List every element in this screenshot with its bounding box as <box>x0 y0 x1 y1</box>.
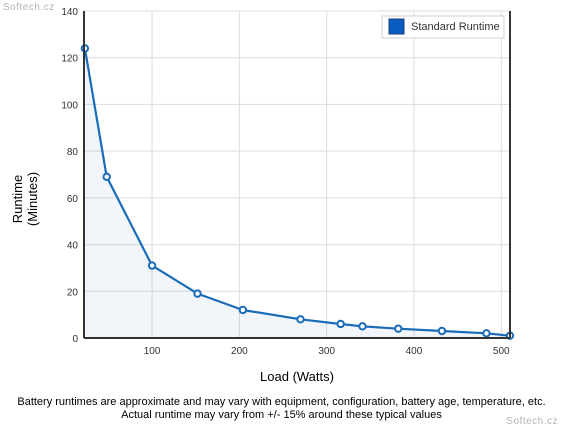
data-point <box>358 322 367 331</box>
data-point <box>437 326 447 336</box>
legend: Standard Runtime <box>381 15 505 39</box>
x-tick-labels: 100 200 300 400 500 <box>144 346 510 357</box>
legend-swatch <box>388 18 405 35</box>
series-line <box>83 48 511 337</box>
data-point <box>482 329 491 338</box>
plot-background <box>84 11 510 338</box>
data-point <box>238 305 248 315</box>
disclaimer-line-2: Actual runtime may vary from +/- 15% aro… <box>121 409 442 421</box>
legend-label: Standard Runtime <box>411 21 500 33</box>
x-tick-label: 200 <box>231 346 248 357</box>
data-point <box>102 172 111 182</box>
data-point <box>336 319 345 329</box>
series-area <box>84 48 511 339</box>
watermark-bottom-right: Softech.cz <box>506 416 558 427</box>
data-point <box>394 324 403 333</box>
y-axis-label-line-2: (Minutes) <box>25 172 40 226</box>
series-area-fill <box>84 48 511 339</box>
x-tick-label: 300 <box>318 346 335 357</box>
x-tick-label: 400 <box>406 346 423 357</box>
series-line-group <box>83 48 511 337</box>
y-tick-labels: 0 20 40 60 80 100 120 140 <box>61 7 78 345</box>
y-tick-label: 80 <box>67 147 79 158</box>
data-point <box>147 261 157 270</box>
y-tick-label: 0 <box>72 334 78 345</box>
x-axis-label: Load (Watts) <box>260 369 334 384</box>
y-tick-label: 20 <box>67 287 79 298</box>
data-point <box>296 315 305 324</box>
y-tick-label: 100 <box>61 100 78 111</box>
axes <box>83 11 511 339</box>
y-tick-label: 140 <box>61 7 78 18</box>
y-axis-label-line-1: Runtime <box>10 175 25 223</box>
y-tick-label: 60 <box>67 194 79 205</box>
x-tick-label: 100 <box>144 346 161 357</box>
y-tick-label: 40 <box>67 241 79 252</box>
x-gridlines <box>151 11 502 338</box>
data-point <box>193 289 202 298</box>
y-tick-label: 120 <box>61 54 78 65</box>
disclaimer-line-1: Battery runtimes are approximate and may… <box>17 396 546 408</box>
x-tick-label: 500 <box>493 346 510 357</box>
watermark-top-left: Softech.cz <box>3 2 55 13</box>
legend-box <box>381 15 505 39</box>
